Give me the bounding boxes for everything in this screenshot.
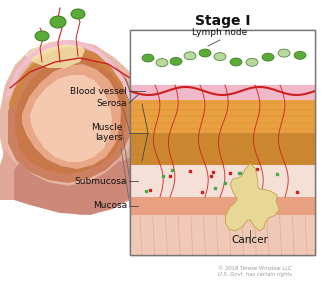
Bar [130, 30, 315, 85]
Bar [130, 165, 315, 197]
Ellipse shape [294, 51, 306, 59]
Polygon shape [0, 145, 152, 215]
Ellipse shape [214, 52, 226, 61]
Text: Serosa: Serosa [97, 98, 127, 107]
Polygon shape [22, 64, 121, 169]
Polygon shape [225, 164, 279, 231]
Ellipse shape [170, 57, 182, 65]
Bar [130, 30, 315, 255]
Text: Stage I: Stage I [195, 14, 250, 28]
Polygon shape [8, 48, 133, 183]
Text: Blood vessel: Blood vessel [70, 86, 127, 95]
Ellipse shape [50, 16, 66, 28]
Polygon shape [14, 158, 142, 215]
Ellipse shape [278, 49, 290, 57]
Bar [130, 30, 315, 255]
Ellipse shape [262, 53, 274, 61]
Polygon shape [15, 56, 127, 174]
Ellipse shape [230, 58, 242, 66]
Bar [130, 85, 315, 100]
Text: © 2018 Terese Winslow LLC
U.S. Govt. has certain rights: © 2018 Terese Winslow LLC U.S. Govt. has… [218, 266, 292, 277]
Ellipse shape [184, 52, 196, 60]
Ellipse shape [35, 31, 49, 41]
Ellipse shape [142, 54, 154, 62]
Polygon shape [30, 75, 112, 162]
Ellipse shape [156, 59, 168, 67]
Text: Muscle
layers: Muscle layers [92, 123, 123, 142]
Ellipse shape [246, 58, 258, 66]
Bar [130, 215, 315, 255]
Bar [130, 197, 315, 215]
Bar [130, 100, 315, 133]
Polygon shape [0, 40, 140, 198]
Ellipse shape [199, 49, 211, 57]
Text: Submucosa: Submucosa [75, 176, 127, 185]
Text: Mucosa: Mucosa [93, 202, 127, 211]
Text: Lymph node: Lymph node [193, 28, 248, 37]
Text: Cancer: Cancer [232, 235, 269, 245]
Polygon shape [25, 40, 85, 68]
Bar [130, 133, 315, 165]
Ellipse shape [71, 9, 85, 19]
